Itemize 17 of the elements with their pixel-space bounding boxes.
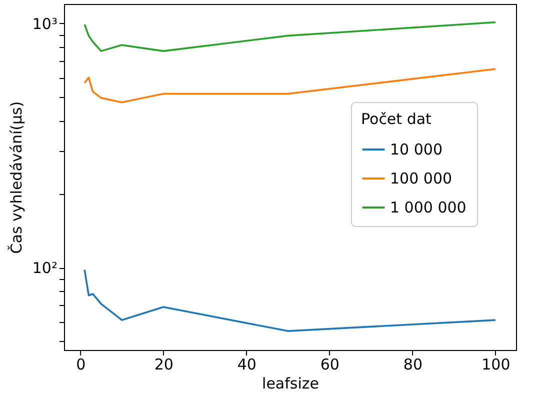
x-tick-label: 60: [320, 356, 340, 374]
x-tick-label: 0: [76, 356, 86, 374]
legend-label: 100 000: [390, 170, 452, 188]
y-tick-label: 10³: [32, 14, 58, 33]
legend-label: 1 000 000: [390, 198, 466, 216]
x-axis-title: leafsize: [262, 374, 319, 392]
line-series: [84, 68, 496, 104]
x-tick-label: 100: [482, 356, 510, 374]
x-tick-label: 40: [237, 356, 256, 374]
legend-title: Počet dat: [361, 110, 432, 128]
x-tick-label: 80: [403, 356, 422, 374]
y-axis-title: Čas vyhledávání(μs): [7, 101, 26, 254]
y-tick-label: 10²: [32, 259, 58, 278]
line-series: [84, 268, 496, 332]
legend-label: 10 000: [390, 140, 442, 158]
line-series: [84, 21, 496, 52]
x-tick-label: 20: [154, 356, 174, 374]
